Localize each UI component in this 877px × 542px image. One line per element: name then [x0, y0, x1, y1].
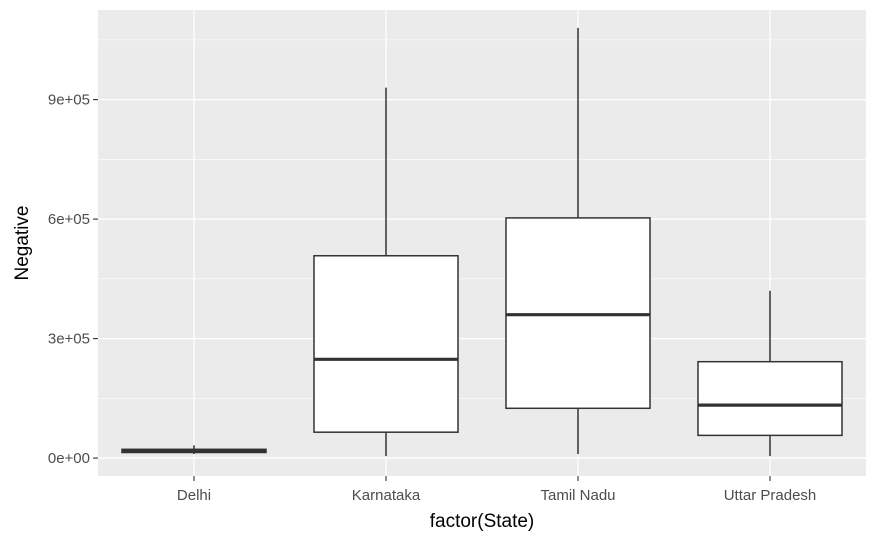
x-tick-label: Karnataka	[352, 487, 421, 504]
box-uttar-pradesh	[697, 290, 843, 457]
boxes	[121, 27, 843, 457]
x-axis: Delhi Karnataka Tamil Nadu Uttar Pradesh	[177, 476, 816, 504]
y-axis: 0e+00 3e+05 6e+05 9e+05	[48, 92, 98, 467]
y-tick-label: 9e+05	[48, 92, 90, 109]
box-iqr	[313, 254, 459, 433]
box-tamil-nadu	[505, 27, 651, 455]
box-delhi	[121, 445, 267, 455]
y-tick-label: 6e+05	[48, 211, 90, 228]
y-tick-label: 0e+00	[48, 450, 90, 467]
box-karnataka	[313, 87, 459, 457]
x-axis-title: factor(State)	[430, 511, 535, 532]
y-tick-label: 3e+05	[48, 331, 90, 348]
x-tick-label: Uttar Pradesh	[724, 487, 817, 504]
box-iqr	[697, 360, 843, 437]
x-tick-label: Delhi	[177, 487, 211, 504]
x-tick-label: Tamil Nadu	[540, 487, 615, 504]
y-axis-title: Negative	[12, 206, 33, 281]
